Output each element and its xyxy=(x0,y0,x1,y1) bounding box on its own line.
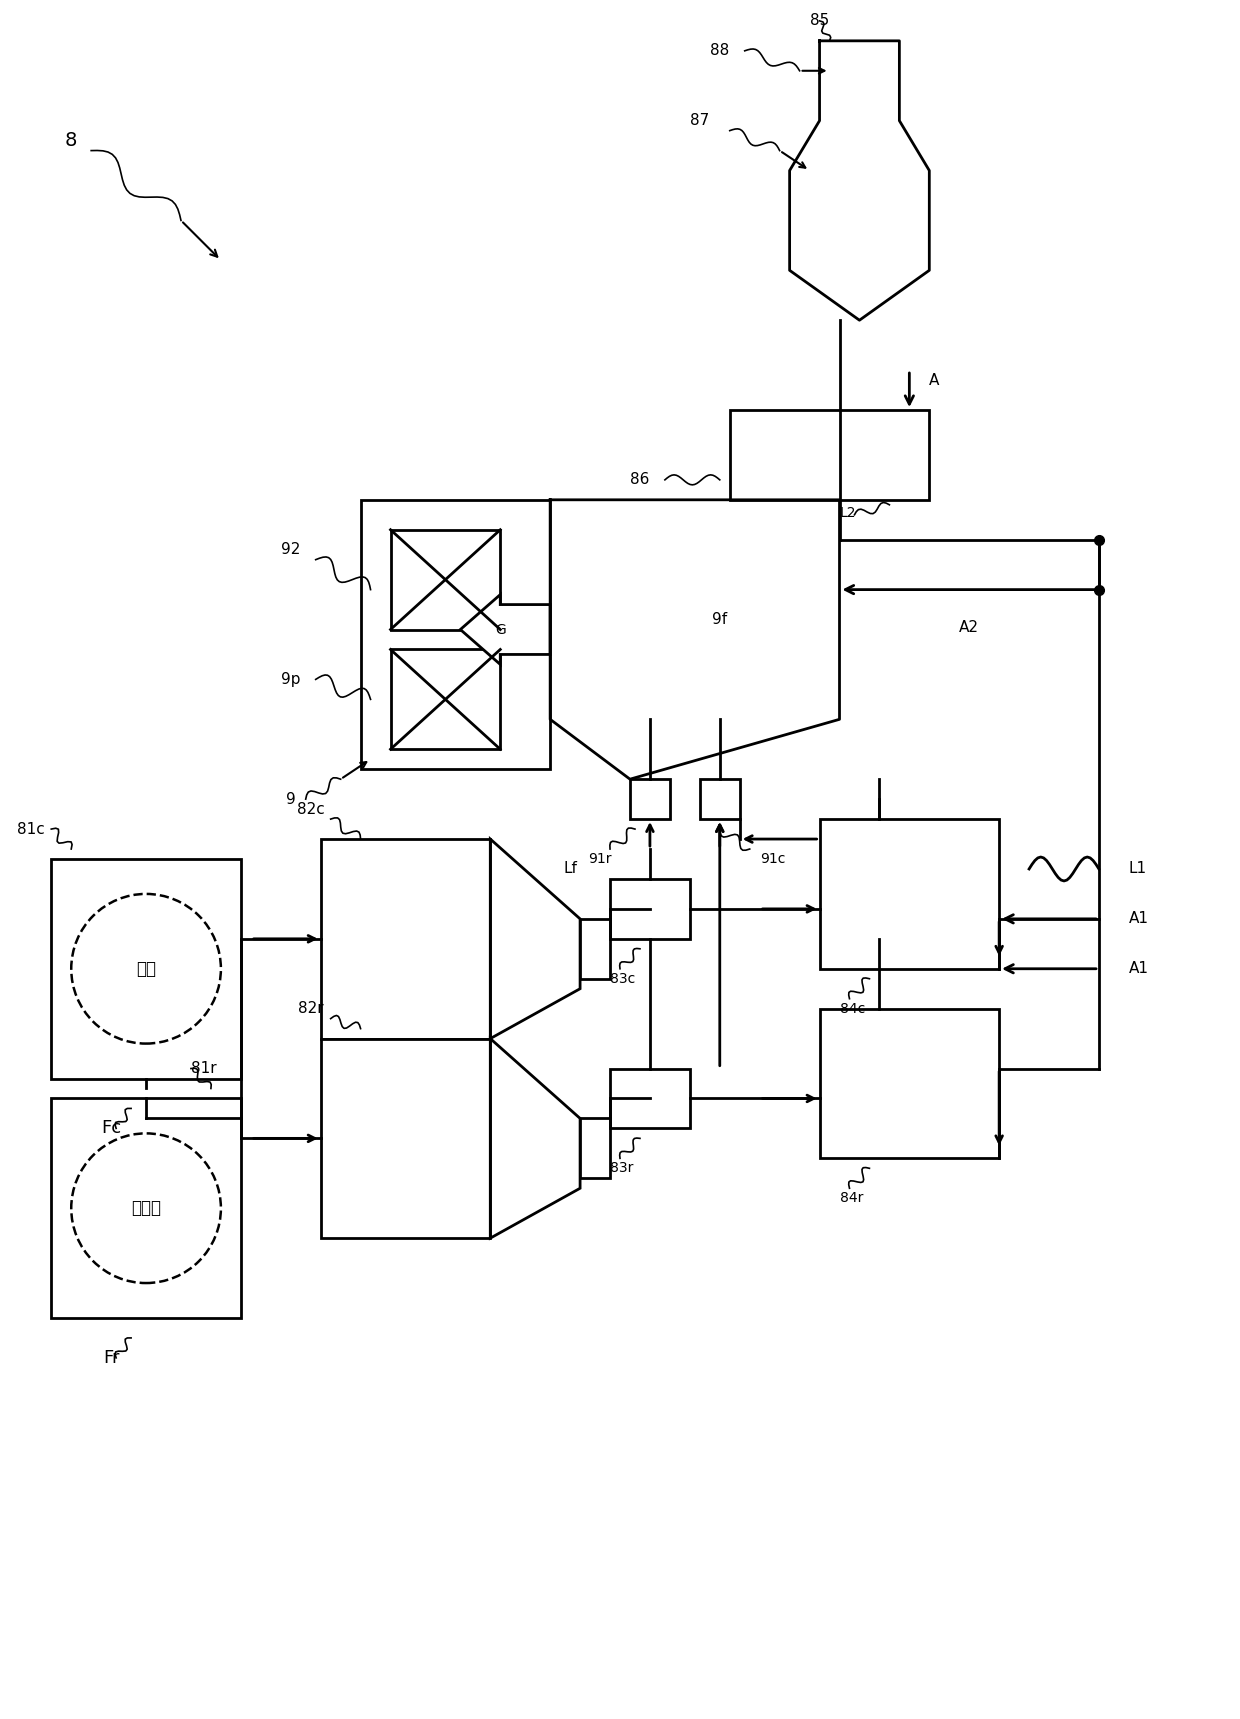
Bar xyxy=(820,818,999,970)
Text: Fr: Fr xyxy=(103,1349,119,1367)
Bar xyxy=(630,779,670,818)
Bar xyxy=(699,779,740,818)
Text: 82r: 82r xyxy=(298,1000,324,1016)
Text: A1: A1 xyxy=(1128,911,1148,927)
Bar xyxy=(610,878,689,939)
Text: 8: 8 xyxy=(64,131,77,150)
Bar xyxy=(321,1038,490,1238)
Text: 生物质: 生物质 xyxy=(131,1200,161,1217)
Text: A: A xyxy=(929,373,940,387)
Text: 83c: 83c xyxy=(610,971,635,985)
Text: 81r: 81r xyxy=(191,1061,217,1076)
Bar xyxy=(51,860,241,1078)
Text: 煤炭: 煤炭 xyxy=(136,959,156,978)
Bar xyxy=(610,1069,689,1128)
Text: 9p: 9p xyxy=(281,672,300,688)
Text: 92: 92 xyxy=(281,541,300,557)
Text: 91r: 91r xyxy=(588,853,611,866)
Bar xyxy=(391,529,500,629)
Bar xyxy=(321,839,490,1038)
Bar xyxy=(730,411,929,500)
Text: 82c: 82c xyxy=(296,801,325,817)
Text: L1: L1 xyxy=(1128,861,1147,877)
Text: Fc: Fc xyxy=(102,1119,122,1138)
Bar xyxy=(580,920,610,978)
Bar xyxy=(361,500,551,768)
Text: 9: 9 xyxy=(286,792,295,806)
Text: 91c: 91c xyxy=(760,853,785,866)
Text: 86: 86 xyxy=(630,473,650,488)
Text: 84r: 84r xyxy=(839,1191,863,1205)
Text: 9f: 9f xyxy=(712,612,728,627)
Text: 81c: 81c xyxy=(17,822,45,837)
Text: 88: 88 xyxy=(711,43,729,58)
Text: A2: A2 xyxy=(960,619,980,634)
Text: A1: A1 xyxy=(1128,961,1148,976)
Text: 83r: 83r xyxy=(610,1162,634,1176)
Text: 84c: 84c xyxy=(839,1002,864,1016)
Bar xyxy=(580,1119,610,1178)
Text: G: G xyxy=(495,622,506,636)
Bar xyxy=(51,1098,241,1318)
Text: L2: L2 xyxy=(839,505,856,519)
Text: Lf: Lf xyxy=(563,861,577,877)
FancyArrow shape xyxy=(460,595,551,665)
Text: 85: 85 xyxy=(810,14,830,29)
Text: 87: 87 xyxy=(691,113,709,129)
Bar xyxy=(820,1009,999,1159)
Bar xyxy=(391,650,500,749)
